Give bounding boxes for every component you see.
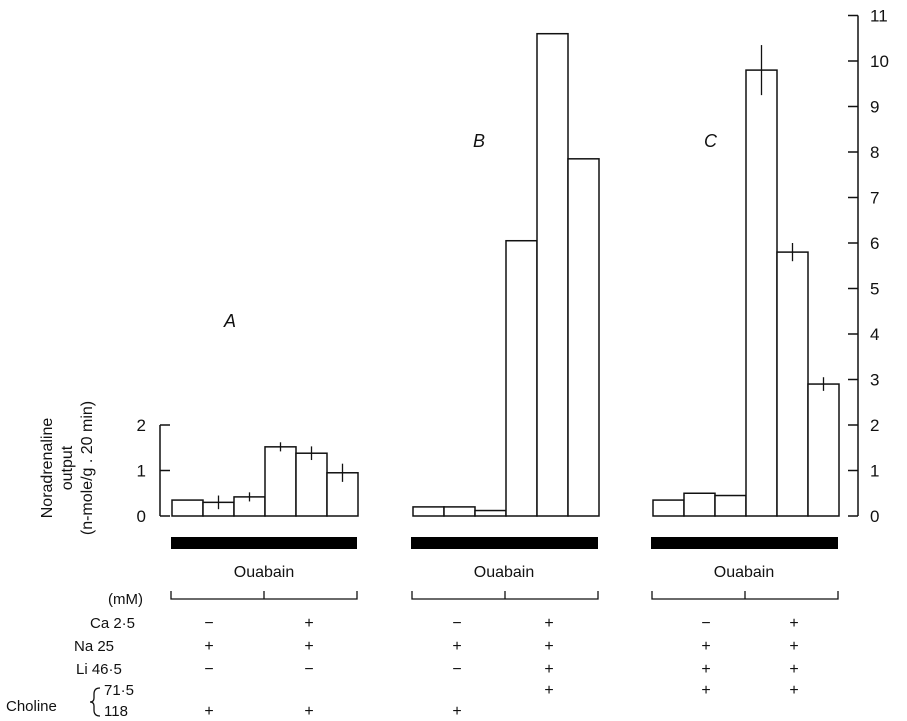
y-axis-title: Noradrenaline output (n-mole/g . 20 min) bbox=[39, 401, 96, 535]
bar-b-3 bbox=[474, 509, 507, 517]
ouabain-bar-b bbox=[411, 537, 598, 549]
symbol-b-na-left: + bbox=[452, 638, 461, 655]
symbol-b-na-right: + bbox=[544, 638, 553, 655]
y-tick-label-right-1: 1 bbox=[870, 462, 879, 481]
condition-brackets bbox=[170, 591, 839, 600]
bar-a-5 bbox=[295, 452, 328, 517]
bar-b-1 bbox=[412, 506, 445, 517]
symbol-a-li-right: − bbox=[304, 661, 313, 678]
bar-a-4 bbox=[264, 446, 297, 517]
ouabain-bar-c bbox=[651, 537, 838, 549]
bar-b-5 bbox=[536, 32, 569, 517]
row-label-na: Na 25 bbox=[74, 638, 114, 655]
symbol-a-ca-right: + bbox=[304, 615, 313, 632]
symbol-a-na-right: + bbox=[304, 638, 313, 655]
y-axis-title-line3: (n-mole/g . 20 min) bbox=[79, 401, 96, 535]
y-axis-title-line1: Noradrenaline bbox=[39, 418, 56, 519]
panel-label-b: B bbox=[473, 131, 485, 151]
symbol-c-li-left: + bbox=[701, 661, 710, 678]
symbol-c-na-right: + bbox=[789, 638, 798, 655]
symbol-a-ca-left: − bbox=[204, 615, 213, 632]
axes-layer: 0 1 2 0 1 2 3 4 5 6 7 8 9 10 11 bbox=[137, 7, 889, 527]
y-tick-label-right-0: 0 bbox=[870, 507, 879, 526]
y-tick-label-right-6: 6 bbox=[870, 234, 879, 253]
symbol-b-ca-right: + bbox=[544, 615, 553, 632]
bars-layer bbox=[171, 32, 840, 517]
symbol-b-li-left: − bbox=[452, 661, 461, 678]
y-tick-label-right-4: 4 bbox=[870, 325, 879, 344]
bar-c-6 bbox=[807, 383, 840, 517]
row-label-choline: Choline bbox=[6, 698, 57, 715]
symbol-b-choline71-right: + bbox=[544, 682, 553, 699]
y-tick-label-right-9: 9 bbox=[870, 98, 879, 117]
symbol-a-na-left: + bbox=[204, 638, 213, 655]
y-tick-label-right-10: 10 bbox=[870, 52, 889, 71]
row-label-choline-118: 118 bbox=[104, 703, 128, 720]
symbol-c-choline71-left: + bbox=[701, 682, 710, 699]
y-tick-label-right-8: 8 bbox=[870, 143, 879, 162]
symbol-a-li-left: − bbox=[204, 661, 213, 678]
symbol-c-na-left: + bbox=[701, 638, 710, 655]
symbol-b-ca-left: − bbox=[452, 615, 461, 632]
bar-c-4 bbox=[745, 69, 778, 517]
symbol-b-li-right: + bbox=[544, 661, 553, 678]
bracket-b bbox=[411, 591, 599, 600]
bar-b-2 bbox=[443, 506, 476, 517]
symbol-c-choline71-right: + bbox=[789, 682, 798, 699]
ouabain-label-c: Ouabain bbox=[714, 564, 775, 581]
conditions-b: − + + + − + + + bbox=[452, 615, 553, 720]
y-axis-title-line2: output bbox=[59, 445, 76, 490]
conditions-c: − + + + + + + + bbox=[701, 615, 798, 699]
bar-c-1 bbox=[652, 499, 685, 517]
y-tick-label-a-0: 0 bbox=[137, 507, 146, 526]
row-label-li: Li 46·5 bbox=[76, 661, 122, 678]
symbol-b-choline118-left: + bbox=[452, 703, 461, 720]
bar-c-5 bbox=[776, 251, 809, 517]
symbol-c-ca-left: − bbox=[701, 615, 710, 632]
panel-label-c: C bbox=[704, 131, 718, 151]
choline-brace bbox=[89, 687, 101, 717]
symbol-c-ca-right: + bbox=[789, 615, 798, 632]
symbol-a-choline118-left: + bbox=[204, 703, 213, 720]
bar-c-3 bbox=[714, 494, 747, 517]
bar-a-1 bbox=[171, 499, 204, 517]
panel-label-a: A bbox=[223, 311, 236, 331]
y-tick-label-right-2: 2 bbox=[870, 416, 879, 435]
y-tick-label-right-5: 5 bbox=[870, 280, 879, 299]
bracket-c bbox=[651, 591, 839, 600]
ouabain-bar-a bbox=[171, 537, 357, 549]
bracket-a bbox=[170, 591, 358, 600]
y-tick-label-right-7: 7 bbox=[870, 189, 879, 208]
row-label-ca: Ca 2·5 bbox=[90, 615, 135, 632]
bar-b-4 bbox=[505, 239, 538, 517]
y-tick-label-right-3: 3 bbox=[870, 371, 879, 390]
row-label-choline-71: 71·5 bbox=[104, 682, 134, 699]
conditions-a: − + + + − − + + bbox=[204, 615, 313, 720]
bar-b-6 bbox=[567, 158, 600, 517]
y-tick-label-right-11: 11 bbox=[870, 7, 888, 26]
ouabain-label-a: Ouabain bbox=[234, 564, 295, 581]
units-label: (mM) bbox=[108, 591, 143, 608]
y-tick-label-a-2: 2 bbox=[137, 416, 146, 435]
bar-c-2 bbox=[683, 492, 716, 517]
symbol-c-li-right: + bbox=[789, 661, 798, 678]
y-tick-label-a-1: 1 bbox=[137, 462, 146, 481]
symbol-a-choline118-right: + bbox=[304, 703, 313, 720]
ouabain-label-b: Ouabain bbox=[474, 564, 535, 581]
